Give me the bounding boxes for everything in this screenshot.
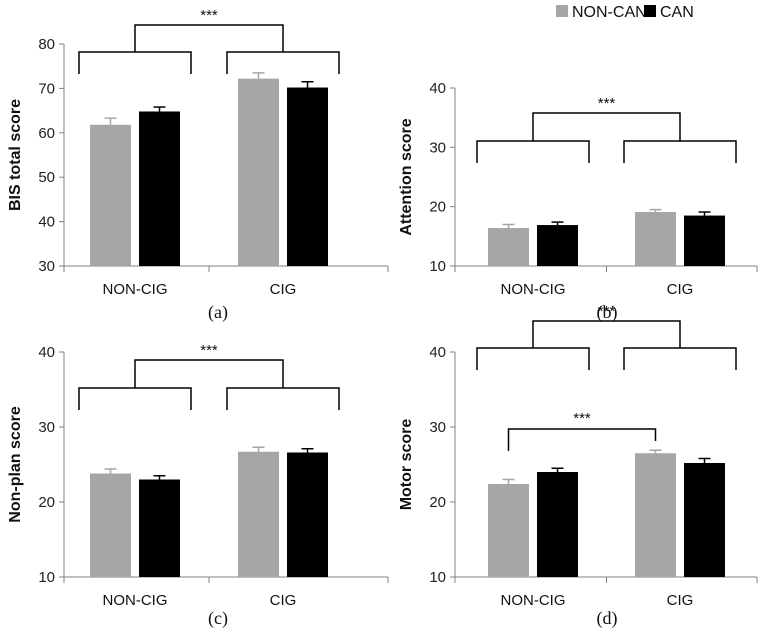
chart-panel-a: 30 40 50 60 70 80 BIS total score NON-CIG CIG ***… (7, 7, 389, 323)
bar-non-can (238, 78, 279, 267)
panel-label: (d) (597, 608, 618, 629)
legend: NON-CAN CAN (556, 4, 694, 21)
x-category-label: NON-CIG (501, 592, 566, 609)
y-tick-label: 40 (38, 214, 55, 231)
x-category-label: CIG (667, 281, 694, 298)
panel-label: (c) (208, 608, 228, 629)
x-category-label: CIG (270, 281, 297, 298)
bar-can (287, 87, 328, 267)
bar-can (537, 472, 578, 577)
y-tick-label: 40 (429, 344, 446, 361)
bar-non-can (635, 212, 676, 266)
bar-non-can (238, 451, 279, 577)
bar-can (537, 225, 578, 266)
significance-bracket (78, 359, 340, 410)
significance-bracket (476, 112, 737, 163)
significance-bracket-secondary (507, 428, 657, 451)
bar-non-can (488, 484, 529, 577)
y-tick-label: 30 (38, 419, 55, 436)
bar-non-can (90, 124, 131, 266)
bar-non-can (90, 473, 131, 577)
y-tick-label: 40 (429, 80, 446, 97)
y-tick-label: 70 (38, 80, 55, 97)
y-axis-label: BIS total score (7, 99, 24, 211)
y-tick-label: 30 (429, 419, 446, 436)
significance-bracket (476, 320, 737, 370)
y-tick-label: 50 (38, 169, 55, 186)
y-tick-label: 30 (429, 139, 446, 156)
significance-marker: *** (598, 95, 616, 112)
bar-non-can (635, 453, 676, 577)
y-tick-label: 20 (429, 494, 446, 511)
significance-marker: *** (598, 303, 616, 320)
legend-label: CAN (660, 4, 694, 21)
bar-non-can (488, 228, 529, 266)
panel-label: (b) (597, 302, 618, 323)
x-category-label: CIG (270, 592, 297, 609)
y-axis-label: Attention score (398, 118, 415, 235)
legend-label: NON-CAN (572, 4, 647, 21)
chart-panel-c: 10 20 30 40 Non-plan score NON-CIG CIG *** (c) (7, 342, 389, 629)
significance-marker: *** (200, 342, 218, 359)
significance-marker-secondary: *** (573, 410, 591, 427)
panel-label: (a) (208, 302, 228, 323)
legend-swatch-non-can (556, 5, 568, 17)
x-category-label: NON-CIG (103, 592, 168, 609)
significance-marker: *** (200, 7, 218, 24)
chart-panel-d: 10 20 30 40 Motor score NON-CIG CIG *** *** (d) (398, 303, 758, 629)
y-axis-label: Non-plan score (7, 406, 24, 523)
x-category-label: CIG (667, 592, 694, 609)
significance-bracket (78, 24, 340, 74)
y-tick-label: 60 (38, 125, 55, 142)
y-tick-label: 10 (429, 258, 446, 275)
bar-can (139, 111, 180, 266)
x-category-label: NON-CIG (103, 281, 168, 298)
x-category-label: NON-CIG (501, 281, 566, 298)
y-tick-label: 20 (429, 199, 446, 216)
y-tick-label: 10 (38, 569, 55, 586)
bar-can (139, 479, 180, 577)
bar-can (684, 463, 725, 577)
y-tick-label: 80 (38, 36, 55, 53)
y-tick-label: 10 (429, 569, 446, 586)
bar-can (287, 452, 328, 577)
chart-panels: 30 40 50 60 70 80 BIS total score NON-CIG CIG ***… (7, 7, 758, 629)
bar-can (684, 215, 725, 266)
y-axis-label: Motor score (398, 419, 415, 511)
legend-swatch-can (644, 5, 656, 17)
y-tick-label: 20 (38, 494, 55, 511)
y-tick-label: 40 (38, 344, 55, 361)
y-tick-label: 30 (38, 258, 55, 275)
